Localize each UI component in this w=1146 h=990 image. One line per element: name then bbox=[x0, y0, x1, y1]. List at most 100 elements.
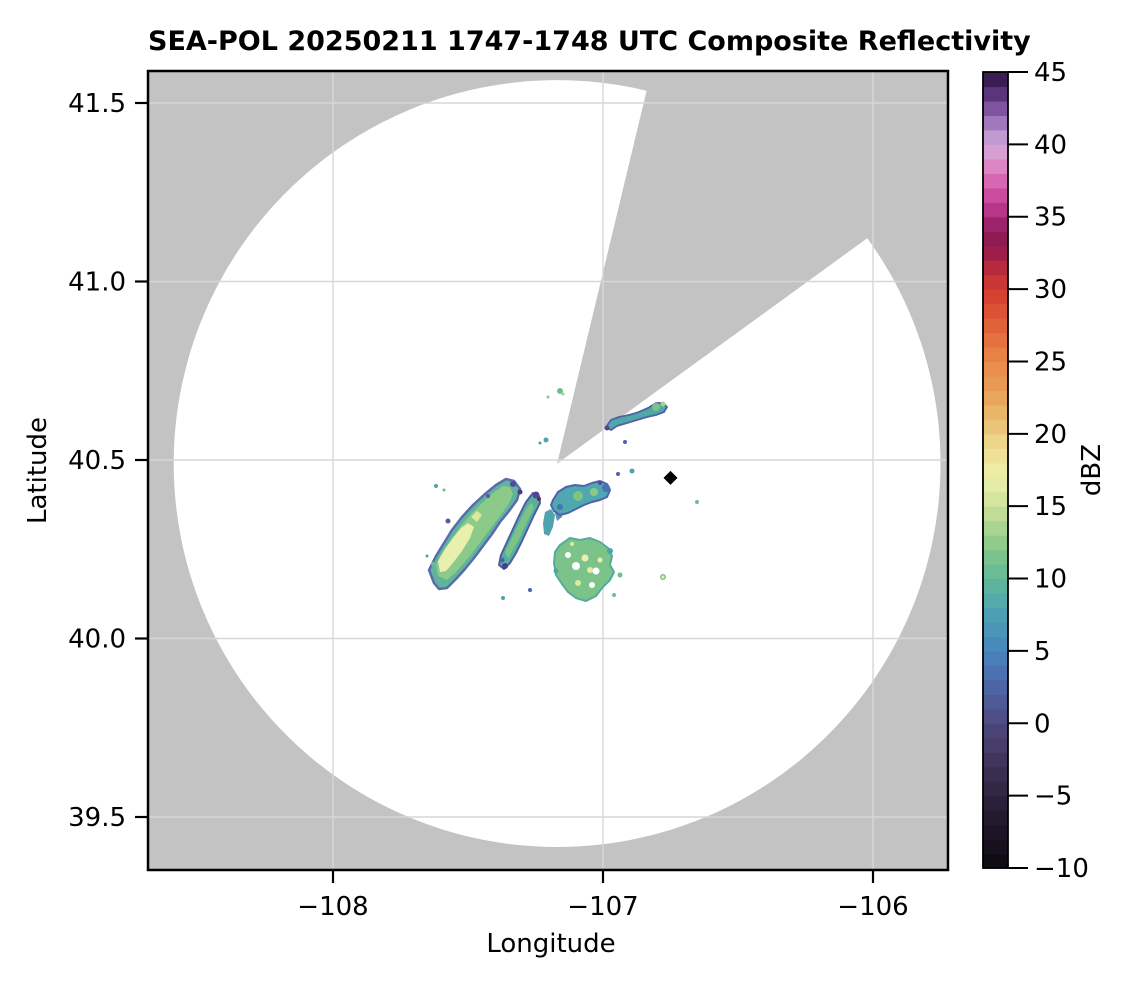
echo-speck bbox=[425, 554, 429, 558]
colorbar-step bbox=[983, 86, 1008, 102]
blocked-sector-wedge bbox=[557, 71, 948, 464]
echo-speck bbox=[431, 562, 435, 566]
echo-speck bbox=[573, 491, 583, 501]
y-tick-label: 40.5 bbox=[68, 446, 126, 476]
site-marker-diamond bbox=[663, 470, 678, 485]
colorbar-step bbox=[983, 491, 1008, 507]
echo-speck bbox=[629, 468, 635, 474]
axes: −108 −107 −106 39.5 40.0 40.5 41.0 41.5 Longitud… bbox=[23, 69, 950, 959]
echo-region bbox=[438, 523, 474, 572]
colorbar-step bbox=[983, 665, 1008, 681]
echo-speck bbox=[442, 488, 446, 492]
colorbar-step bbox=[983, 621, 1008, 638]
colorbar-step bbox=[983, 752, 1008, 768]
colorbar-tick-label: 0 bbox=[1034, 709, 1051, 739]
echo-speck bbox=[617, 572, 623, 578]
echo-speck bbox=[575, 580, 581, 586]
colorbar-step bbox=[983, 72, 1008, 88]
echo-speck bbox=[445, 518, 451, 524]
echo-speck bbox=[557, 504, 563, 510]
echo-speck bbox=[499, 557, 505, 563]
echo-region bbox=[471, 511, 482, 522]
x-tick-label: −106 bbox=[837, 892, 908, 922]
colorbar-step bbox=[983, 549, 1008, 565]
echo-region bbox=[543, 509, 555, 536]
colorbar-step bbox=[983, 506, 1008, 522]
colorbar-step bbox=[983, 318, 1008, 334]
echo-region bbox=[605, 402, 668, 431]
colorbar-step bbox=[983, 100, 1008, 117]
colorbar-tick-label: 10 bbox=[1034, 565, 1067, 595]
colorbar-tick-label: 20 bbox=[1034, 420, 1067, 450]
echo-speck bbox=[604, 425, 610, 431]
colorbar-step bbox=[983, 578, 1008, 594]
colorbar-step bbox=[983, 853, 1008, 869]
colorbar-tick-label: 45 bbox=[1034, 58, 1067, 88]
colorbar-step bbox=[983, 274, 1008, 290]
colorbar-step bbox=[983, 231, 1008, 247]
echo-speck bbox=[565, 552, 571, 558]
colorbar-step bbox=[983, 303, 1008, 319]
echo-speck bbox=[532, 491, 540, 499]
echo-speck bbox=[602, 484, 610, 492]
colorbar-tick-label: −10 bbox=[1034, 854, 1089, 884]
echo-speck bbox=[543, 437, 549, 443]
colorbar-tick-label: −5 bbox=[1034, 782, 1072, 812]
colorbar-step bbox=[983, 361, 1008, 377]
colorbar-step bbox=[983, 332, 1008, 348]
plot-border bbox=[146, 69, 950, 872]
colorbar-step bbox=[983, 173, 1008, 189]
echo-speck bbox=[501, 596, 505, 600]
colorbar-step bbox=[983, 462, 1008, 478]
x-tick-label: −108 bbox=[297, 892, 368, 922]
echo-speck bbox=[517, 489, 523, 495]
colorbar-step bbox=[983, 723, 1008, 739]
echo-speck bbox=[537, 497, 541, 501]
colorbar-tick-label: 35 bbox=[1034, 203, 1067, 233]
echo-speck bbox=[587, 567, 593, 573]
echo-speck bbox=[434, 484, 438, 488]
plot-title: SEA-POL 20250211 1747-1748 UTC Composite… bbox=[148, 26, 1031, 57]
colorbar-step bbox=[983, 708, 1008, 724]
colorbar-step bbox=[983, 375, 1008, 391]
colorbar-label: dBZ bbox=[1077, 444, 1107, 496]
colorbar-step bbox=[983, 245, 1008, 261]
colorbar-step bbox=[983, 694, 1008, 710]
x-axis-label: Longitude bbox=[486, 929, 615, 959]
echo-speck bbox=[581, 554, 589, 562]
colorbar-border bbox=[982, 71, 1009, 869]
colorbar-step bbox=[983, 781, 1008, 797]
colorbar-step bbox=[983, 202, 1008, 218]
colorbar-step bbox=[983, 795, 1008, 811]
y-tick-label: 41.5 bbox=[68, 89, 126, 119]
echo-speck bbox=[661, 575, 665, 579]
colorbar-step bbox=[983, 346, 1008, 363]
colorbar-step bbox=[983, 564, 1008, 580]
colorbar-step bbox=[983, 419, 1008, 435]
echo-speck bbox=[589, 582, 595, 588]
colorbar-tick-label: 5 bbox=[1034, 637, 1051, 667]
colorbar-step bbox=[983, 158, 1008, 174]
echo-speck bbox=[652, 403, 660, 411]
colorbar-step bbox=[983, 187, 1008, 203]
colorbar-step bbox=[983, 216, 1008, 232]
echo-speck bbox=[572, 562, 580, 570]
colorbar-step bbox=[983, 433, 1008, 449]
echo-speck bbox=[597, 557, 603, 563]
echo-speck bbox=[538, 441, 542, 445]
y-tick-label: 40.0 bbox=[68, 625, 126, 655]
echo-speck bbox=[502, 563, 508, 569]
echo-speck bbox=[623, 440, 627, 444]
colorbar: −10 −5 0 5 10 15 20 25 30 35 40 45 dBZ bbox=[982, 58, 1107, 884]
echo-speck bbox=[486, 494, 490, 498]
colorbar-step bbox=[983, 607, 1008, 623]
reflectivity-echoes bbox=[425, 388, 699, 602]
echo-speck bbox=[590, 488, 598, 496]
echo-speck bbox=[616, 472, 620, 476]
colorbar-step bbox=[983, 593, 1008, 609]
echo-speck bbox=[528, 588, 532, 592]
colorbar-tick-label: 30 bbox=[1034, 275, 1067, 305]
colorbar-step bbox=[983, 766, 1008, 782]
